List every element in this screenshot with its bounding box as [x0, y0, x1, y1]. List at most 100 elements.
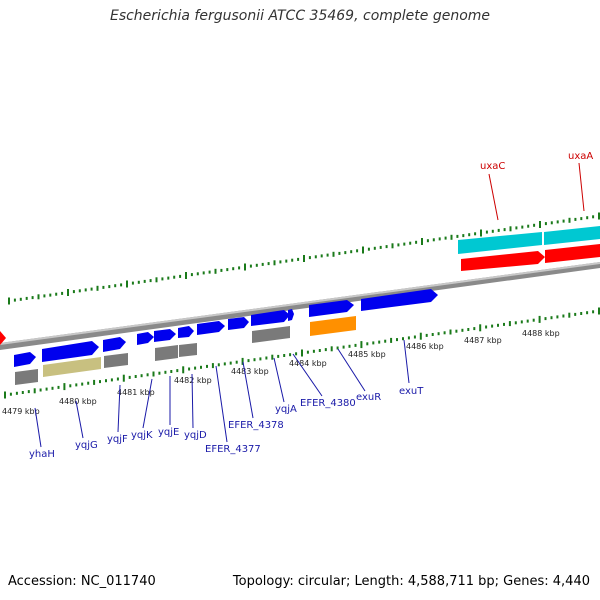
scale-tick	[283, 354, 286, 357]
scale-tick	[200, 365, 202, 369]
scale-tick	[15, 391, 18, 395]
scale-tick	[598, 307, 600, 315]
scale-tick	[474, 232, 477, 236]
scale-tick	[27, 390, 30, 394]
scale-tick	[550, 316, 553, 320]
kbp-label: 4487 kbp	[464, 336, 502, 345]
gene-label-yqjF: yqjF	[107, 434, 128, 445]
scale-tick	[206, 364, 208, 368]
scale-tick	[259, 357, 262, 361]
scale-tick	[391, 243, 394, 249]
scale-tick	[314, 255, 317, 259]
scale-tick	[108, 285, 111, 289]
scale-tick	[170, 370, 173, 373]
gene-yqjA	[252, 326, 290, 343]
scale-tick	[173, 275, 176, 279]
scale-tick	[25, 296, 28, 300]
scale-tick	[164, 370, 167, 374]
leader-yqjG	[75, 400, 84, 439]
scale-tick	[93, 379, 96, 385]
forward-cds-features	[14, 289, 438, 367]
leader-exuR	[337, 348, 366, 392]
cds-yqjK	[137, 332, 154, 345]
scale-tick	[373, 246, 376, 250]
scale-tick	[419, 332, 422, 340]
scale-tick	[114, 284, 117, 288]
scale-tick	[295, 352, 298, 356]
scale-tick	[84, 288, 87, 292]
scale-tick	[527, 224, 530, 228]
scale-tick	[19, 297, 22, 301]
scale-tick	[444, 236, 447, 240]
scale-tick	[497, 323, 499, 327]
scale-tick	[63, 383, 66, 391]
scale-tick	[384, 339, 387, 343]
scale-tick	[143, 279, 146, 283]
scale-tick	[37, 294, 40, 300]
scale-tick	[468, 233, 471, 237]
scale-tick	[425, 333, 428, 337]
scale-tick	[509, 226, 512, 232]
scale-tick	[350, 250, 353, 254]
scale-tick	[247, 359, 250, 363]
scale-tick	[87, 381, 90, 385]
scale-tick	[539, 221, 541, 228]
gene-label-yqjA: yqjA	[275, 404, 297, 415]
scale-tick	[521, 225, 524, 229]
scale-tick	[449, 329, 452, 335]
gene-label-exuR: exuR	[356, 392, 381, 403]
gene-label-uxaC: uxaC	[480, 161, 505, 172]
scale-tick	[4, 391, 6, 399]
rna-feature-uxaA	[544, 226, 600, 245]
scale-tick	[562, 219, 565, 223]
scale-tick	[443, 331, 446, 335]
scale-tick	[249, 264, 252, 268]
scale-tick	[544, 317, 547, 321]
scale-tick	[344, 251, 347, 255]
scale-tick	[342, 345, 345, 349]
scale-tick	[289, 353, 292, 357]
gene-yqjE	[155, 345, 178, 361]
scale-tick	[473, 327, 476, 331]
cds-yqjE	[154, 329, 176, 342]
scale-tick	[366, 342, 369, 346]
scale-tick	[426, 239, 429, 243]
scale-tick	[196, 272, 199, 276]
scale-tick	[497, 228, 500, 232]
accession-text: Accession: NC_011740	[8, 574, 156, 589]
scale-tick	[188, 367, 191, 371]
rna-feature-uxaC	[458, 232, 542, 254]
scale-tick	[318, 349, 321, 352]
scale-tick	[39, 388, 42, 392]
scale-tick	[273, 260, 276, 266]
scale-tick	[61, 291, 64, 295]
cds-yqjA	[251, 310, 290, 326]
scale-tick	[372, 341, 375, 345]
scale-tick	[533, 223, 536, 227]
kbp-label: 4484 kbp	[289, 359, 327, 368]
lower-gene-labels: yhaH yqjG yqjF yqjK yqjE yqjD EFER_4377 …	[29, 386, 424, 460]
leader-uxaC	[488, 173, 499, 221]
kbp-label: 4480 kbp	[59, 397, 97, 406]
scale-tick	[90, 287, 93, 291]
scale-tick	[43, 294, 46, 298]
scale-tick	[122, 374, 125, 382]
scale-tick	[134, 375, 137, 378]
leader-EFER_4378	[242, 361, 254, 419]
scale-tick	[397, 243, 400, 247]
gene-yhaH	[15, 369, 38, 385]
scale-tick	[226, 268, 229, 272]
scale-tick	[479, 324, 482, 332]
scale-tick	[72, 290, 75, 294]
scale-tick	[538, 315, 541, 323]
scale-tick	[140, 374, 143, 378]
scale-tick	[8, 297, 10, 305]
scale-tick	[285, 259, 288, 263]
scale-tick	[291, 258, 294, 262]
scale-tick	[75, 383, 78, 387]
kbp-label: 4482 kbp	[174, 376, 212, 385]
cds-feature-left-edge	[0, 331, 6, 345]
leader-exuT	[403, 339, 410, 384]
scale-tick	[155, 277, 158, 283]
scale-tick	[526, 319, 529, 323]
